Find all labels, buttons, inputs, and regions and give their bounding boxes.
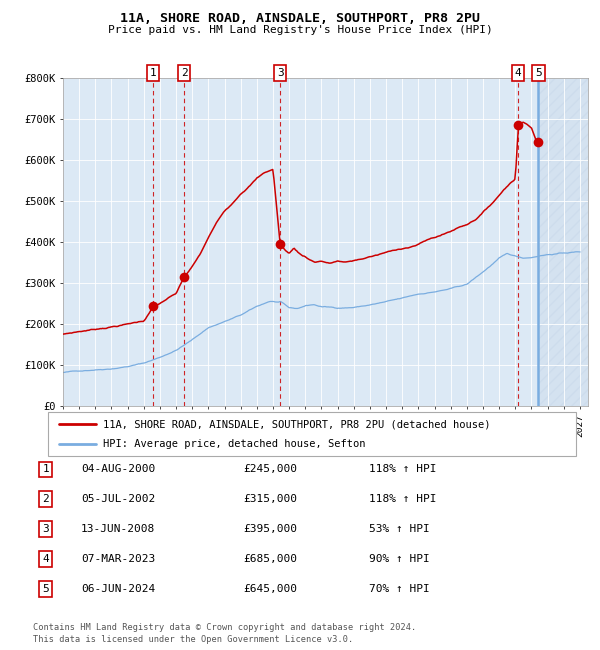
Text: 53% ↑ HPI: 53% ↑ HPI (369, 524, 430, 534)
Text: This data is licensed under the Open Government Licence v3.0.: This data is licensed under the Open Gov… (33, 634, 353, 644)
Text: £685,000: £685,000 (243, 554, 297, 564)
Text: Contains HM Land Registry data © Crown copyright and database right 2024.: Contains HM Land Registry data © Crown c… (33, 623, 416, 632)
Text: £395,000: £395,000 (243, 524, 297, 534)
Text: 4: 4 (515, 68, 521, 78)
Text: 1: 1 (42, 464, 49, 474)
Bar (538, 78, 588, 406)
Text: 3: 3 (277, 68, 284, 78)
Text: 05-JUL-2002: 05-JUL-2002 (81, 494, 155, 504)
Text: Price paid vs. HM Land Registry's House Price Index (HPI): Price paid vs. HM Land Registry's House … (107, 25, 493, 34)
Text: 70% ↑ HPI: 70% ↑ HPI (369, 584, 430, 594)
Text: 118% ↑ HPI: 118% ↑ HPI (369, 464, 437, 474)
Text: 11A, SHORE ROAD, AINSDALE, SOUTHPORT, PR8 2PU: 11A, SHORE ROAD, AINSDALE, SOUTHPORT, PR… (120, 12, 480, 25)
Text: HPI: Average price, detached house, Sefton: HPI: Average price, detached house, Seft… (103, 439, 366, 449)
Text: 04-AUG-2000: 04-AUG-2000 (81, 464, 155, 474)
Text: £315,000: £315,000 (243, 494, 297, 504)
Text: 4: 4 (42, 554, 49, 564)
Text: 90% ↑ HPI: 90% ↑ HPI (369, 554, 430, 564)
Text: 2: 2 (181, 68, 188, 78)
Text: £245,000: £245,000 (243, 464, 297, 474)
Text: 06-JUN-2024: 06-JUN-2024 (81, 584, 155, 594)
Text: 5: 5 (535, 68, 542, 78)
Text: 5: 5 (42, 584, 49, 594)
Text: 11A, SHORE ROAD, AINSDALE, SOUTHPORT, PR8 2PU (detached house): 11A, SHORE ROAD, AINSDALE, SOUTHPORT, PR… (103, 419, 491, 429)
Text: 3: 3 (42, 524, 49, 534)
Text: 118% ↑ HPI: 118% ↑ HPI (369, 494, 437, 504)
Text: 2: 2 (42, 494, 49, 504)
Text: £645,000: £645,000 (243, 584, 297, 594)
Text: 13-JUN-2008: 13-JUN-2008 (81, 524, 155, 534)
Text: 07-MAR-2023: 07-MAR-2023 (81, 554, 155, 564)
Text: 1: 1 (150, 68, 157, 78)
